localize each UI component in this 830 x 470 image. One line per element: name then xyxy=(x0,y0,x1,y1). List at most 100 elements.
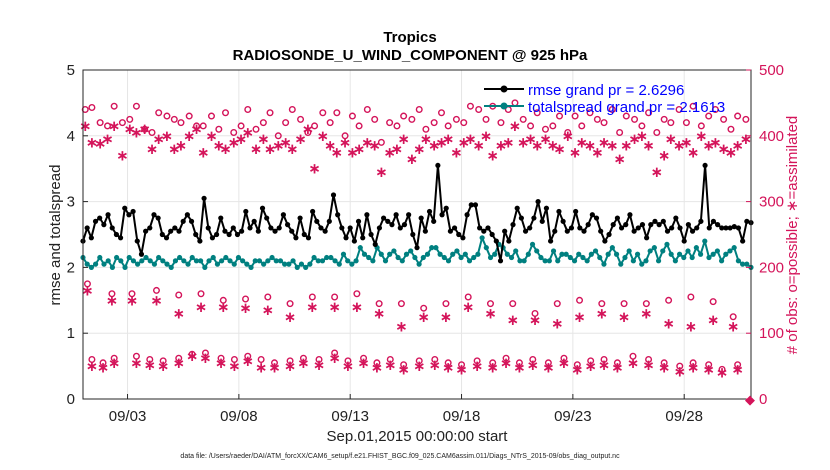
rmse-point xyxy=(435,162,441,169)
obs-possible-marker xyxy=(697,122,705,130)
obs-assimilated-marker: ∗ xyxy=(484,304,497,322)
rmse-point xyxy=(155,215,161,221)
obs-possible-marker xyxy=(331,349,339,357)
obs-assimilated-marker: ∗ xyxy=(642,137,655,155)
obs-possible-marker xyxy=(108,290,116,298)
obs-assimilated-marker: ∗ xyxy=(108,117,121,135)
totalspread-point xyxy=(84,261,90,267)
rmse-point xyxy=(502,228,508,234)
totalspread-point xyxy=(466,258,473,264)
obs-assimilated-marker: ∗ xyxy=(297,354,310,372)
totalspread-point xyxy=(219,258,225,264)
totalspread-point xyxy=(139,258,145,264)
rmse-point xyxy=(464,212,470,218)
obs-possible-marker xyxy=(593,115,601,123)
obs-assimilated-marker: ∗ xyxy=(346,143,359,161)
rmse-point xyxy=(330,192,337,198)
obs-possible-marker xyxy=(386,356,394,364)
rmse-point xyxy=(197,238,203,244)
totalspread-point xyxy=(609,245,615,251)
rmse-point xyxy=(673,215,679,221)
obs-assimilated-marker: ∗ xyxy=(571,360,584,378)
obs-assimilated-marker: ∗ xyxy=(152,130,165,148)
totalspread-point xyxy=(563,251,569,257)
totalspread-point xyxy=(555,258,561,264)
totalspread-point xyxy=(282,261,288,267)
rmse-point xyxy=(368,231,374,238)
obs-assimilated-marker: ∗ xyxy=(727,318,740,336)
totalspread-point xyxy=(265,258,271,264)
rmse-point xyxy=(702,162,708,169)
obs-possible-marker xyxy=(509,300,517,308)
obs-assimilated-marker: ∗ xyxy=(740,130,753,148)
totalspread-point xyxy=(164,261,170,267)
rmse-point xyxy=(493,238,499,244)
totalspread-point xyxy=(93,261,99,267)
x-tick-label: 09/13 xyxy=(331,408,369,425)
totalspread-point xyxy=(332,258,338,264)
obs-assimilated-marker: ∗ xyxy=(375,163,388,181)
rmse-point xyxy=(355,218,362,224)
obs-assimilated-marker: ∗ xyxy=(420,130,433,148)
totalspread-point xyxy=(702,238,708,244)
totalspread-point xyxy=(630,258,636,264)
rmse-point xyxy=(318,225,324,231)
rmse-point xyxy=(126,212,132,218)
obs-assimilated-marker: ∗ xyxy=(606,137,619,155)
totalspread-point xyxy=(160,258,166,264)
rmse-point xyxy=(97,215,103,221)
obs-assimilated-marker: ∗ xyxy=(215,354,228,372)
x-tick-label: 09/28 xyxy=(665,408,703,425)
totalspread-point xyxy=(395,254,401,261)
x-tick-label: 09/03 xyxy=(109,408,147,425)
obs-assimilated-marker: ∗ xyxy=(353,140,366,158)
rmse-point xyxy=(694,225,700,231)
obs-assimilated-marker: ∗ xyxy=(213,137,226,155)
rmse-point xyxy=(623,222,629,228)
obs-assimilated-marker: ∗ xyxy=(146,140,159,158)
rmse-point xyxy=(193,231,199,238)
obs-possible-marker xyxy=(230,356,238,364)
totalspread-point xyxy=(198,258,204,264)
obs-possible-marker xyxy=(642,300,650,308)
rmse-point xyxy=(255,228,261,234)
rmse-point xyxy=(276,225,282,231)
obs-possible-marker xyxy=(197,290,205,298)
totalspread-point xyxy=(693,245,699,251)
obs-possible-marker xyxy=(645,109,653,117)
rmse-point xyxy=(439,212,445,218)
rmse-point xyxy=(573,208,579,215)
obs-assimilated-marker: ∗ xyxy=(371,358,384,376)
rmse-point xyxy=(301,231,307,238)
obs-assimilated-marker: ∗ xyxy=(284,308,297,326)
totalspread-point xyxy=(210,254,216,261)
totalspread-point xyxy=(450,251,456,257)
obs-possible-marker xyxy=(629,352,637,360)
totalspread-point xyxy=(336,261,342,267)
obs-assimilated-marker: ∗ xyxy=(553,140,566,158)
totalspread-point xyxy=(744,261,750,267)
series-layer: ∗∗∗∗∗∗∗∗∗∗∗∗∗∗∗∗∗∗∗∗∗∗∗∗∗∗∗∗∗∗∗∗∗∗∗∗∗∗∗∗… xyxy=(79,99,754,382)
totalspread-point xyxy=(311,254,317,261)
obs-assimilated-marker: ∗ xyxy=(462,298,475,316)
totalspread-point xyxy=(273,258,279,264)
obs-possible-marker xyxy=(600,356,608,364)
totalspread-point xyxy=(710,251,716,257)
obs-assimilated-marker: ∗ xyxy=(506,311,519,329)
rmse-point xyxy=(669,225,675,231)
obs-assimilated-marker: ∗ xyxy=(384,356,397,374)
totalspread-point xyxy=(567,254,573,261)
totalspread-point xyxy=(584,258,590,264)
obs-assimilated-marker: ∗ xyxy=(457,133,470,151)
obs-assimilated-marker: ∗ xyxy=(308,160,321,178)
rmse-point xyxy=(677,225,683,231)
obs-assimilated-marker: ∗ xyxy=(428,137,441,155)
obs-assimilated-marker: ∗ xyxy=(324,137,337,155)
obs-assimilated-marker: ∗ xyxy=(717,140,730,158)
obs-possible-marker xyxy=(578,122,586,130)
rmse-point xyxy=(138,251,145,257)
totalspread-point xyxy=(345,258,351,264)
y-tick-right-label: 300 xyxy=(759,194,784,211)
totalspread-point xyxy=(391,248,397,254)
rmse-point xyxy=(230,225,236,231)
